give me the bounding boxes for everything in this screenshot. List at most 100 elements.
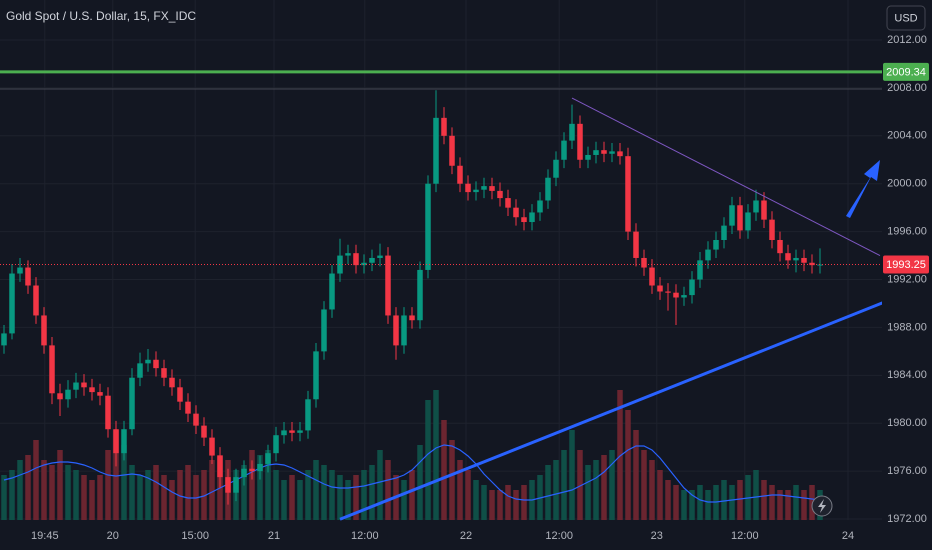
volume-bar	[513, 490, 519, 520]
volume-bar	[649, 460, 655, 520]
candle-body	[249, 468, 255, 472]
last-price-label: 1993.25	[886, 259, 926, 271]
y-tick-label: 1972.00	[887, 513, 927, 525]
candle-body	[1, 333, 7, 346]
volume-bar	[353, 475, 359, 520]
volume-bar	[81, 475, 87, 520]
candle-body	[561, 140, 567, 160]
volume-bar	[457, 460, 463, 520]
candle-body	[81, 382, 87, 388]
candle-body	[361, 262, 367, 266]
candle-body	[73, 382, 79, 390]
volume-bar	[17, 460, 23, 520]
candle-body	[289, 430, 295, 433]
candle-body	[417, 269, 423, 321]
candle-body	[225, 477, 231, 493]
volume-bar	[337, 475, 343, 520]
candle-body	[649, 267, 655, 286]
volume-bar	[585, 465, 591, 520]
candle-body	[489, 186, 495, 191]
volume-bar	[433, 390, 439, 520]
volume-bar	[289, 475, 295, 520]
trend-line	[339, 300, 885, 521]
candle-body	[313, 351, 319, 400]
volume-bar	[265, 450, 271, 520]
volume-bar	[497, 490, 503, 520]
volume-bar	[737, 480, 743, 520]
volume-bar	[305, 470, 311, 520]
volume-bar	[369, 465, 375, 520]
candle-body	[97, 392, 103, 396]
candle-body	[697, 260, 703, 280]
x-tick-label: 23	[651, 530, 663, 542]
candle-body	[321, 309, 327, 352]
volume-bar	[689, 490, 695, 520]
candle-body	[513, 207, 519, 218]
y-tick-label: 1988.00	[887, 321, 927, 333]
candle-body	[449, 135, 455, 166]
candle-body	[529, 212, 535, 223]
volume-bar	[89, 480, 95, 520]
candle-body	[801, 257, 807, 263]
candle-body	[473, 189, 479, 193]
x-tick-label: 12:00	[545, 530, 573, 542]
candle-body	[65, 389, 71, 400]
volume-bar	[753, 470, 759, 520]
y-tick-label: 2012.00	[887, 34, 927, 46]
candle-body	[177, 387, 183, 402]
candle-body	[689, 279, 695, 296]
candle-body	[569, 123, 575, 141]
volume-bar	[793, 485, 799, 520]
volume-bar	[281, 480, 287, 520]
volume-bar	[617, 390, 623, 520]
candle-body	[521, 217, 527, 223]
candle-body	[33, 285, 39, 316]
candle-body	[57, 393, 63, 400]
price-label-box	[883, 62, 929, 81]
volume-bar	[145, 470, 151, 520]
last-price-box	[883, 255, 929, 274]
volume-bar	[209, 460, 215, 520]
volume-bar	[449, 440, 455, 520]
volume-bar	[441, 420, 447, 520]
volume-bar	[121, 445, 127, 520]
candle-body	[481, 186, 487, 190]
candle-body	[457, 165, 463, 184]
volume-bar	[777, 490, 783, 520]
candle-body	[537, 200, 543, 213]
volume-bar	[473, 480, 479, 520]
candle-body	[441, 117, 447, 136]
candle-body	[641, 257, 647, 268]
volume-bar	[545, 465, 551, 520]
candle-body	[25, 267, 31, 286]
candle-body	[601, 150, 607, 154]
bolt	[818, 499, 826, 513]
candle-body	[745, 212, 751, 231]
x-tick-label: 20	[107, 530, 119, 542]
volume-bar	[633, 430, 639, 520]
candle-body	[609, 151, 615, 154]
currency-button[interactable]	[886, 5, 926, 31]
volume-bar	[1, 475, 7, 520]
candle-body	[785, 253, 791, 261]
currency-label[interactable]: USD	[894, 12, 917, 24]
volume-bar	[481, 485, 487, 520]
candle-body	[497, 190, 503, 199]
volume-bar	[25, 455, 31, 520]
volume-bar	[33, 440, 39, 520]
y-tick-label: 2004.00	[887, 130, 927, 142]
price-label: 2009.34	[886, 66, 926, 78]
candle-body	[377, 255, 383, 258]
candle-body	[577, 123, 583, 160]
candle-body	[633, 231, 639, 258]
volume-bar	[761, 480, 767, 520]
y-tick-label: 1984.00	[887, 369, 927, 381]
candle-body	[41, 315, 47, 346]
volume-bar	[697, 485, 703, 520]
candle-body	[233, 477, 239, 493]
candle-body	[209, 437, 215, 456]
axes: 2012.00 2008.00 2004.00 2000.00 1996.00 1992.…	[31, 34, 929, 542]
volume-bar	[561, 450, 567, 520]
chart-title: Gold Spot / U.S. Dollar, 15, FX_IDC	[6, 9, 196, 23]
